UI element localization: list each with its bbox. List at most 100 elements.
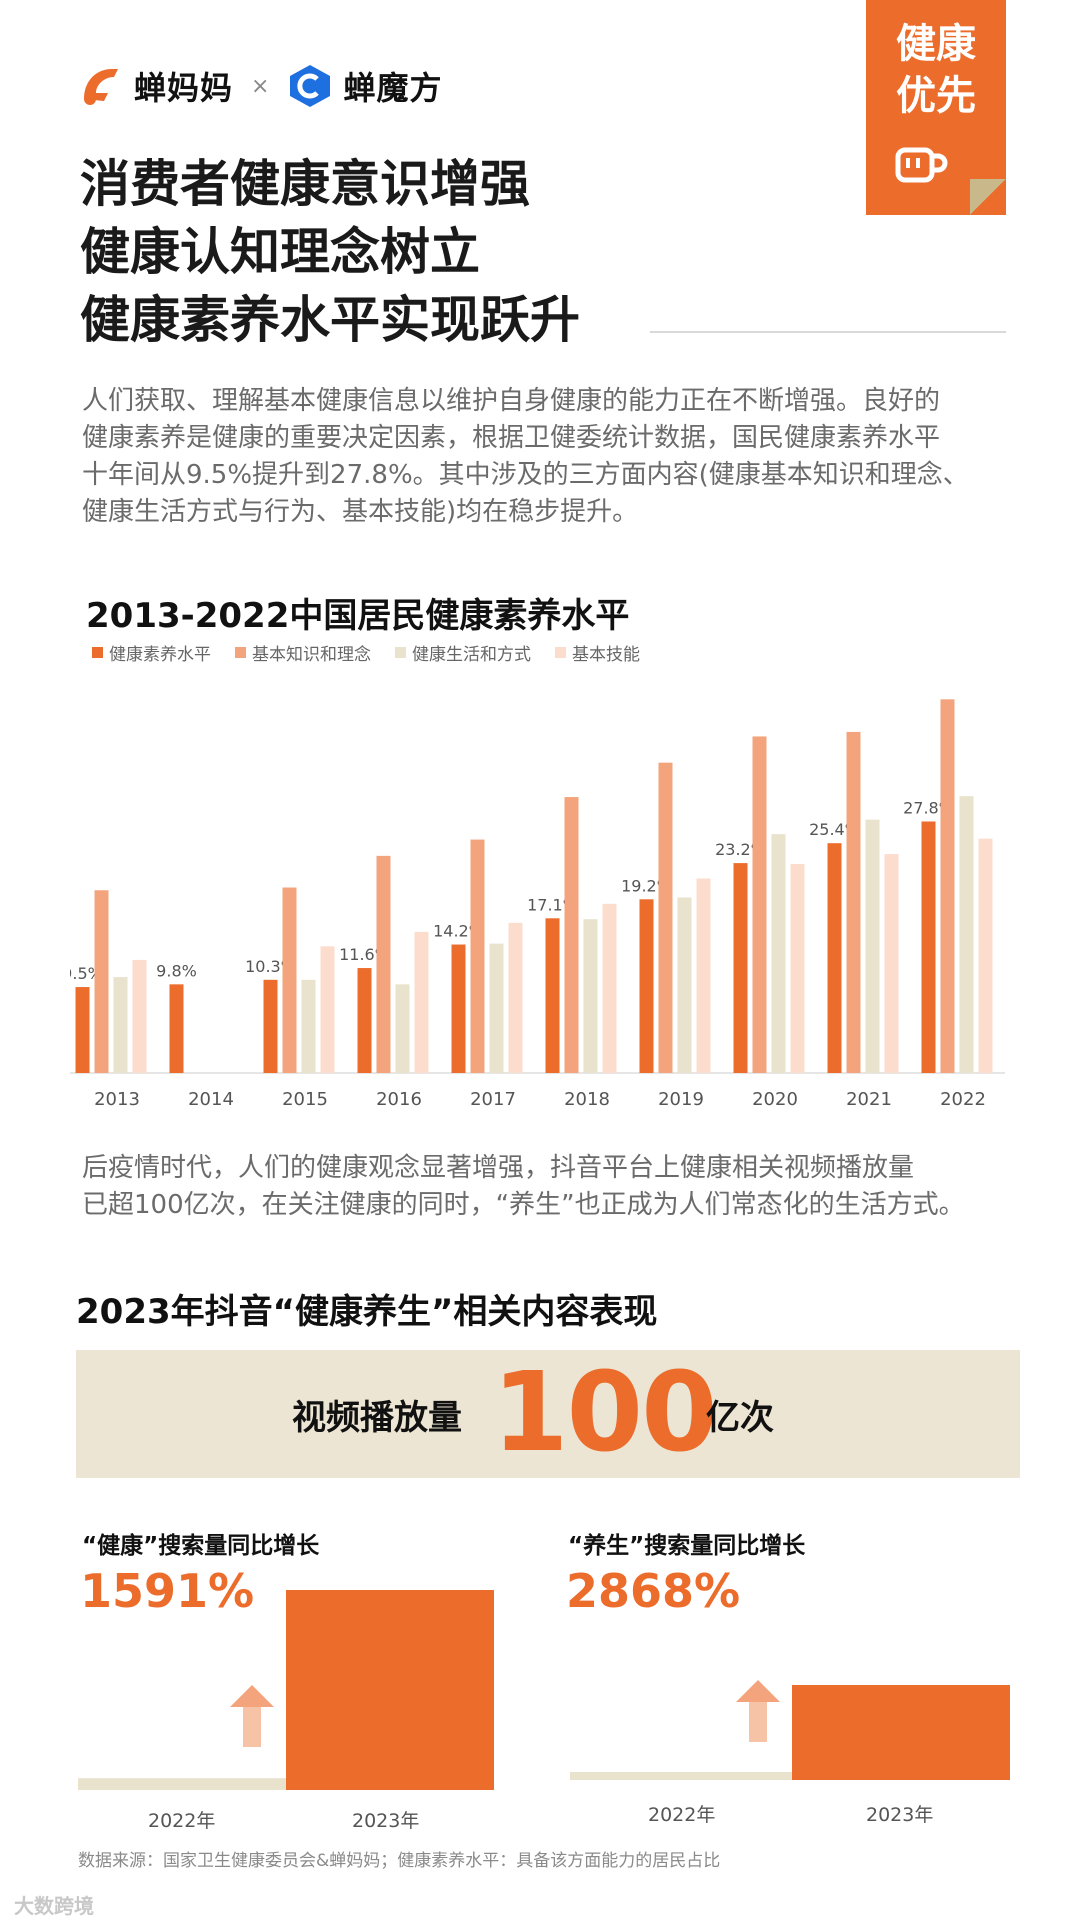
arrow-up-icon [230,1685,274,1747]
legend-item: 基本知识和理念 [235,640,371,665]
legend-label: 基本技能 [572,645,640,665]
x-tick-label: 2021 [846,1089,892,1110]
video-views-banner: 视频播放量 100 亿次 [76,1350,1020,1478]
arrow-up-icon [736,1680,780,1742]
bar [113,977,128,1073]
section2-title: 2023年抖音“健康养生”相关内容表现 [76,1292,658,1332]
bar [827,843,842,1073]
headline-line1: 消费者健康意识增强 [80,155,530,213]
arrow-shaft [243,1703,261,1747]
bar [752,736,767,1073]
x-tick-label: 2013 [94,1089,140,1110]
bar [583,919,598,1073]
chanmofang-logo-icon [290,65,331,107]
x-tick-label: 2018 [564,1089,610,1110]
wellness-year-2022: 2022年 [648,1804,716,1826]
bar [771,834,786,1073]
intro-line3: 十年间从9.5%提升到27.8%。其中涉及的三方面内容(健康基本知识和理念、 [82,460,969,490]
arrow-head [736,1680,780,1702]
badge-text: 健康 优先 [866,18,1006,122]
x-tick-label: 2016 [376,1089,422,1110]
intro-line1: 人们获取、理解基本健康信息以维护自身健康的能力正在不断增强。良好的 [82,386,941,416]
bar [790,864,805,1073]
brand1-name: 蝉妈妈 [134,69,234,107]
legend-swatch [235,647,246,658]
bar [489,943,504,1073]
bar [357,968,372,1073]
bar [132,959,147,1073]
wellness-search-title: “养生”搜索量同比增长 [568,1533,806,1559]
bar [451,944,466,1073]
brand-separator: × [251,73,270,99]
bar [320,946,335,1073]
bar [884,854,899,1073]
bar [940,699,955,1073]
badge-line2: 优先 [896,73,976,119]
x-tick-label: 2020 [752,1089,798,1110]
bar [545,918,560,1073]
arrow-head [230,1685,274,1707]
bar [677,897,692,1073]
bar [508,922,523,1073]
bar [696,878,711,1073]
bar [658,762,673,1073]
bar [94,890,109,1073]
bar [169,984,184,1073]
bar-2023 [792,1685,1010,1780]
bar [282,887,297,1073]
headline: 消费者健康意识增强 健康认知理念树立 健康素养水平实现跃升 [80,150,580,354]
chanmama-logo-icon [84,69,118,105]
x-tick-label: 2015 [282,1089,328,1110]
mid-line1: 后疫情时代，人们的健康观念显著增强，抖音平台上健康相关视频播放量 [82,1153,915,1183]
health-year-2023: 2023年 [352,1810,420,1832]
wellness-search-mini-chart [570,1680,1010,1780]
bar-2022 [78,1778,286,1790]
health-first-badge: 健康 优先 [866,0,1006,215]
bar [733,863,748,1073]
bar [978,838,993,1073]
legend-label: 基本知识和理念 [252,645,371,665]
badge-line1: 健康 [896,21,976,67]
banner-value: 100 [492,1348,718,1476]
bar [376,855,391,1073]
x-tick-label: 2014 [188,1089,234,1110]
health-search-mini-chart [78,1590,494,1790]
bar [846,731,861,1073]
bar [395,984,410,1073]
watermark: 大数跨境 [14,1894,94,1918]
bar [865,819,880,1073]
bar [414,931,429,1073]
legend-item: 基本技能 [555,640,640,665]
health-search-growth: 1591% [80,1564,255,1618]
intro-line2: 健康素养是健康的重要决定因素，根据卫健委统计数据，国民健康素养水平 [82,423,941,453]
chart-legend: 健康素养水平 基本知识和理念 健康生活和方式 基本技能 [92,640,640,665]
headline-line3: 健康素养水平实现跃升 [80,291,580,349]
bar [602,903,617,1073]
arrow-shaft [749,1698,767,1742]
bar [639,899,654,1073]
bar-2023 [286,1590,494,1790]
bar [564,797,579,1073]
brand2-name: 蝉魔方 [343,69,443,107]
bar-2022 [570,1772,792,1780]
legend-item: 健康生活和方式 [395,640,531,665]
data-source-note: 数据来源：国家卫生健康委员会&蝉妈妈；健康素养水平：具备该方面能力的居民占比 [78,1851,721,1871]
legend-item: 健康素养水平 [92,640,211,665]
bar [921,821,936,1073]
chart-title: 2013-2022中国居民健康素养水平 [86,596,630,636]
bar [301,979,316,1073]
intro-line4: 健康生活方式与行为、基本技能)均在稳步提升。 [82,497,639,527]
banner-unit: 亿次 [706,1398,774,1438]
cup-icon [895,147,948,183]
badge-fold [970,179,1006,215]
headline-divider [650,331,1006,333]
health-year-2022: 2022年 [148,1810,216,1832]
mid-paragraph: 后疫情时代，人们的健康观念显著增强，抖音平台上健康相关视频播放量 已超100亿次… [82,1150,1022,1224]
data-label: 9.8% [156,961,197,980]
legend-label: 健康生活和方式 [412,645,531,665]
brand-header: 蝉妈妈 × 蝉魔方 [78,58,442,114]
x-tick-label: 2017 [470,1089,516,1110]
bar [263,979,278,1073]
legend-swatch [555,647,566,658]
intro-paragraph: 人们获取、理解基本健康信息以维护自身健康的能力正在不断增强。良好的 健康素养是健… [82,383,1022,531]
